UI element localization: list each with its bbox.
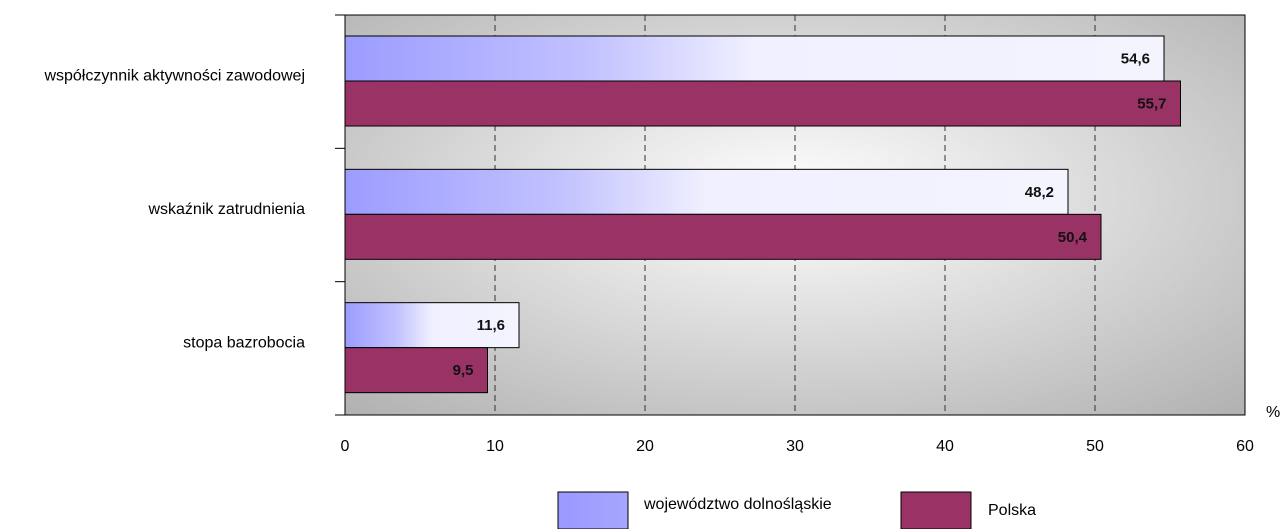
legend: województwo dolnośląskie Polska xyxy=(557,491,1036,529)
x-tick-label: 0 xyxy=(341,438,350,455)
x-tick-label: 60 xyxy=(1236,438,1254,455)
data-label: 54,6 xyxy=(1121,51,1150,68)
legend-label-polska: Polska xyxy=(988,502,1036,519)
category-label: współczynnik aktywności zawodowej xyxy=(43,68,305,85)
x-tick-label: 10 xyxy=(486,438,504,455)
value-labels: 54,6 55,7 48,2 50,4 11,6 9,5 xyxy=(453,51,1167,380)
bar xyxy=(344,347,488,394)
axes xyxy=(335,14,345,416)
data-label: 9,5 xyxy=(453,362,474,379)
bar xyxy=(344,168,1069,215)
bar xyxy=(344,213,1102,260)
bar xyxy=(344,302,520,349)
legend-label-wojewodztwo: województwo dolnośląskie xyxy=(643,496,832,513)
bar xyxy=(344,35,1165,82)
legend-swatch-wojewodztwo xyxy=(557,491,629,529)
x-tick-label: 30 xyxy=(786,438,804,455)
category-label: wskaźnik zatrudnienia xyxy=(147,201,305,218)
x-tick-label: 40 xyxy=(936,438,954,455)
x-tick-labels: 0 10 20 30 40 50 60 xyxy=(341,438,1254,455)
category-labels: współczynnik aktywności zawodowej wskaźni… xyxy=(43,68,305,352)
x-tick-label: 20 xyxy=(636,438,654,455)
data-label: 50,4 xyxy=(1058,229,1088,246)
x-axis-unit: % xyxy=(1266,404,1280,421)
legend-swatch-polska xyxy=(900,491,972,529)
category-label: stopa bazrobocia xyxy=(183,334,305,351)
data-label: 55,7 xyxy=(1137,96,1166,113)
bars xyxy=(344,35,1181,394)
bar xyxy=(344,80,1181,127)
x-tick-label: 50 xyxy=(1086,438,1104,455)
data-label: 48,2 xyxy=(1025,184,1054,201)
data-label: 11,6 xyxy=(477,317,505,334)
